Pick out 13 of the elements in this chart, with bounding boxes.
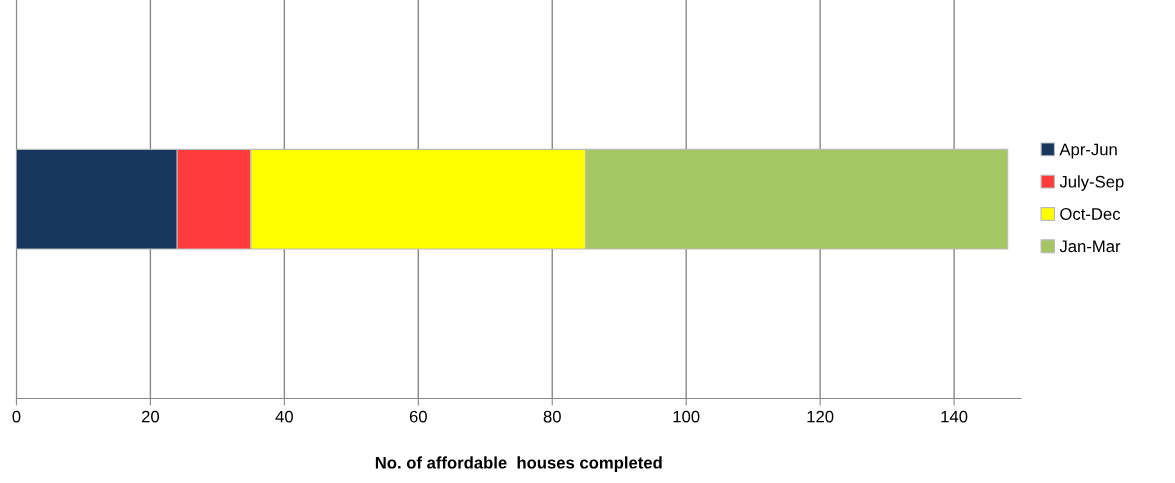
legend-label: Jan-Mar (1059, 240, 1121, 253)
x-axis-title: No. of affordable houses completed (375, 456, 662, 472)
x-tick-label: 40 (275, 410, 293, 423)
legend-label: Apr-Jun (1059, 143, 1117, 159)
x-tick-label: 0 (12, 410, 21, 423)
x-tick-label: 100 (673, 410, 700, 423)
x-tick-label: 60 (409, 410, 427, 423)
x-tick-label: 80 (543, 410, 561, 423)
x-tick-label: 20 (141, 410, 160, 423)
x-tick-label: 120 (807, 410, 834, 423)
legend-label: July-Sep (1059, 175, 1124, 191)
legend-label: Oct-Dec (1060, 208, 1121, 220)
x-tick-label: 140 (941, 410, 968, 423)
